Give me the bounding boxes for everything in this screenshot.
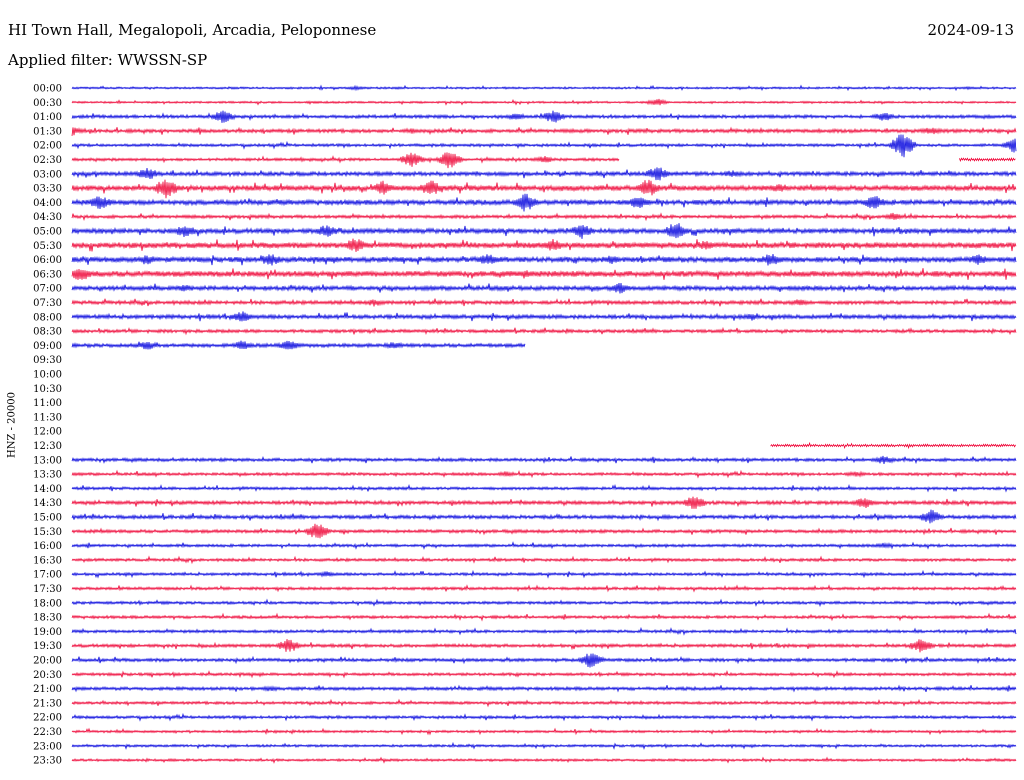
- trace-0600: [71, 253, 1017, 266]
- tick-label-0500: 05:00: [33, 227, 62, 238]
- trace-0830: [71, 326, 1017, 336]
- trace-1600: [71, 541, 1017, 550]
- trace-0000: [71, 84, 1017, 92]
- trace-0130: [71, 126, 1017, 136]
- tick-label-2130: 21:30: [33, 698, 62, 709]
- tick-label-1100: 11:00: [33, 398, 62, 409]
- tick-label-1600: 16:00: [33, 541, 62, 552]
- trace-2230: [71, 727, 1017, 736]
- filter-label: Applied filter: WWSSN-SP: [8, 51, 208, 69]
- tick-label-0830: 08:30: [33, 327, 62, 338]
- trace-2030: [71, 669, 1017, 679]
- tick-label-0230: 02:30: [33, 155, 62, 166]
- tick-label-2330: 23:30: [33, 756, 62, 767]
- tick-label-0600: 06:00: [33, 255, 62, 266]
- tick-label-1300: 13:00: [33, 455, 62, 466]
- tick-label-0930: 09:30: [33, 355, 62, 366]
- trace-2200: [71, 712, 1017, 722]
- trace-1700: [71, 569, 1017, 579]
- trace-0230b: [959, 157, 1016, 163]
- trace-2000: [71, 653, 1017, 668]
- tick-label-1000: 10:00: [33, 370, 62, 381]
- tick-label-0530: 05:30: [33, 241, 62, 252]
- tick-label-1900: 19:00: [33, 627, 62, 638]
- trace-0200: [71, 134, 1017, 158]
- trace-2330: [71, 756, 1017, 764]
- trace-0530: [71, 238, 1017, 252]
- tick-label-2300: 23:00: [33, 741, 62, 752]
- tick-label-0000: 00:00: [33, 84, 62, 95]
- tick-label-2100: 21:00: [33, 684, 62, 695]
- trace-1800: [71, 598, 1017, 608]
- trace-1530: [71, 523, 1017, 539]
- tick-label-1430: 14:30: [33, 498, 62, 509]
- tick-label-0730: 07:30: [33, 298, 62, 309]
- trace-1900: [71, 626, 1017, 636]
- trace-1400: [71, 483, 1017, 493]
- trace-0330: [71, 179, 1017, 199]
- trace-0500: [71, 223, 1017, 239]
- tick-label-0330: 03:30: [33, 184, 62, 195]
- trace-1330: [71, 469, 1017, 479]
- tick-label-0130: 01:30: [33, 126, 62, 137]
- tick-label-1700: 17:00: [33, 570, 62, 581]
- trace-2100: [71, 684, 1017, 693]
- trace-0800: [71, 311, 1017, 322]
- tick-label-1830: 18:30: [33, 613, 62, 624]
- trace-0630: [71, 268, 1017, 280]
- tick-label-0400: 04:00: [33, 198, 62, 209]
- trace-0430: [71, 212, 1017, 222]
- tick-label-1800: 18:00: [33, 598, 62, 609]
- trace-0730: [71, 298, 1017, 307]
- date-label: 2024-09-13: [927, 21, 1014, 39]
- tick-label-1500: 15:00: [33, 513, 62, 524]
- tick-label-2030: 20:30: [33, 670, 62, 681]
- trace-0400: [71, 193, 1017, 212]
- trace-1930: [71, 639, 1017, 653]
- trace-0900: [71, 340, 526, 350]
- tick-label-1200: 12:00: [33, 427, 62, 438]
- tick-label-2200: 22:00: [33, 713, 62, 724]
- trace-1830: [71, 612, 1017, 622]
- trace-1500: [71, 509, 1017, 524]
- tick-label-2000: 20:00: [33, 656, 62, 667]
- trace-1430: [71, 496, 1017, 509]
- tick-label-0300: 03:00: [33, 169, 62, 180]
- tick-label-1530: 15:30: [33, 527, 62, 538]
- tick-label-1730: 17:30: [33, 584, 62, 595]
- tick-label-1400: 14:00: [33, 484, 62, 495]
- tick-label-1330: 13:30: [33, 470, 62, 481]
- tick-label-0700: 07:00: [33, 284, 62, 295]
- trace-0100: [71, 110, 1017, 123]
- tick-label-0430: 04:30: [33, 212, 62, 223]
- trace-0030: [71, 98, 1017, 106]
- tick-label-2230: 22:30: [33, 727, 62, 738]
- trace-1230: [770, 441, 1016, 450]
- trace-0700: [71, 282, 1017, 294]
- station-title: HI Town Hall, Megalopoli, Arcadia, Pelop…: [8, 21, 377, 39]
- trace-1300: [71, 455, 1017, 465]
- trace-group: [71, 84, 1017, 764]
- tick-label-0630: 06:30: [33, 269, 62, 280]
- tick-label-1230: 12:30: [33, 441, 62, 452]
- tick-label-group: 00:00 00:30 01:00 01:30 02:00 02:30 03:00 03:30…: [33, 84, 62, 767]
- trace-1730: [71, 584, 1017, 593]
- tick-label-1930: 19:30: [33, 641, 62, 652]
- tick-label-0100: 01:00: [33, 112, 62, 123]
- tick-label-0030: 00:30: [33, 98, 62, 109]
- tick-label-1030: 10:30: [33, 384, 62, 395]
- trace-2300: [71, 741, 1017, 750]
- trace-1630: [71, 555, 1017, 565]
- trace-0300: [71, 167, 1017, 181]
- tick-label-1630: 16:30: [33, 555, 62, 566]
- trace-0230: [71, 152, 620, 169]
- tick-label-1130: 11:30: [33, 412, 62, 423]
- tick-label-0900: 09:00: [33, 341, 62, 352]
- trace-2130: [71, 698, 1017, 708]
- tick-label-0200: 02:00: [33, 141, 62, 152]
- tick-label-0800: 08:00: [33, 312, 62, 323]
